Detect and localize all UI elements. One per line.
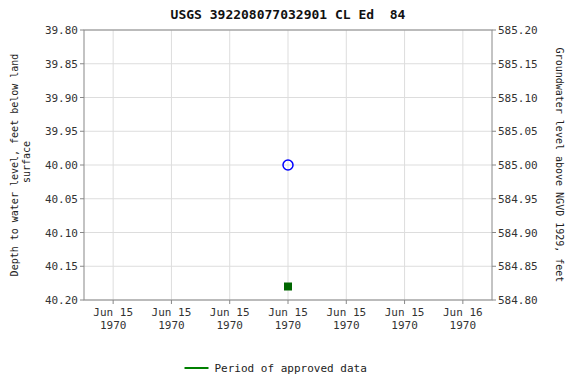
tick-label-line: 1970 bbox=[158, 319, 185, 332]
tick-label-line: 1970 bbox=[275, 319, 302, 332]
title: USGS 392208077032901 CL Ed 84 bbox=[171, 7, 406, 22]
tick-label: 584.85 bbox=[498, 260, 538, 273]
grid-line bbox=[404, 30, 405, 300]
point-square bbox=[285, 283, 292, 290]
grid-line bbox=[346, 30, 347, 300]
tick-label-line: Jun 15 bbox=[326, 306, 366, 319]
tick bbox=[492, 30, 496, 31]
axis-label-line: Depth to water level, feet below land bbox=[9, 54, 20, 277]
tick bbox=[492, 266, 496, 267]
axis-label-line: Groundwater level above NGVD 1929, feet bbox=[554, 48, 565, 283]
tick-label: 40.20 bbox=[45, 294, 78, 307]
legend: Period of approved data bbox=[185, 362, 367, 375]
tick bbox=[113, 300, 114, 304]
grid-line bbox=[462, 30, 463, 300]
x-axis: Jun 151970Jun 151970Jun 151970Jun 151970… bbox=[93, 300, 482, 332]
grid-line bbox=[113, 30, 114, 300]
tick-label: 585.10 bbox=[498, 92, 538, 105]
tick-label: Jun 151970 bbox=[385, 306, 425, 332]
tick bbox=[492, 63, 496, 64]
tick-label: 40.05 bbox=[45, 193, 78, 206]
tick-label-line: Jun 15 bbox=[93, 306, 133, 319]
tick-label-line: 1970 bbox=[450, 319, 477, 332]
chart: 39.80 39.85 39.90 39.95 40.00 40.05 40.10 40.15… bbox=[0, 0, 576, 384]
tick-label: 39.90 bbox=[45, 92, 78, 105]
grid-line bbox=[288, 30, 289, 300]
tick bbox=[80, 266, 84, 267]
legend-label: Period of approved data bbox=[215, 362, 367, 375]
tick-label: 39.85 bbox=[45, 58, 78, 71]
tick-label: Jun 161970 bbox=[443, 306, 483, 332]
tick-label: 39.80 bbox=[45, 24, 78, 37]
tick-label-line: Jun 15 bbox=[152, 306, 192, 319]
tick-label: Jun 151970 bbox=[152, 306, 192, 332]
tick-label: 39.95 bbox=[45, 125, 78, 138]
tick-label: 40.10 bbox=[45, 227, 78, 240]
tick bbox=[80, 232, 84, 233]
y-axis: 39.80 39.85 39.90 39.95 40.00 40.05 40.10 40.15… bbox=[45, 24, 84, 307]
tick bbox=[492, 300, 496, 301]
tick bbox=[492, 232, 496, 233]
tick bbox=[462, 300, 463, 304]
tick bbox=[80, 198, 84, 199]
plot-frame bbox=[84, 30, 492, 300]
tick bbox=[80, 165, 84, 166]
tick bbox=[492, 97, 496, 98]
axis-label-line: surface bbox=[21, 141, 32, 189]
tick-label-line: Jun 15 bbox=[385, 306, 425, 319]
tick-label-line: Jun 15 bbox=[210, 306, 250, 319]
tick-label: 585.05 bbox=[498, 125, 538, 138]
tick bbox=[492, 165, 496, 166]
tick bbox=[80, 63, 84, 64]
tick-label-line: 1970 bbox=[391, 319, 418, 332]
tick bbox=[492, 131, 496, 132]
tick-label: Jun 151970 bbox=[326, 306, 366, 332]
grid bbox=[84, 30, 492, 300]
tick-label: Jun 151970 bbox=[210, 306, 250, 332]
tick-label-line: 1970 bbox=[216, 319, 243, 332]
tick bbox=[80, 97, 84, 98]
tick bbox=[288, 300, 289, 304]
point-open-circle bbox=[283, 160, 293, 170]
tick-label-line: Jun 15 bbox=[268, 306, 308, 319]
axis-label: Groundwater level above NGVD 1929, feet bbox=[554, 48, 565, 283]
tick bbox=[404, 300, 405, 304]
tick-label: 584.95 bbox=[498, 193, 538, 206]
tick-label: 585.20 bbox=[498, 24, 538, 37]
tick-label-line: Jun 16 bbox=[443, 306, 483, 319]
legend-swatch bbox=[185, 367, 209, 369]
tick-label: Jun 151970 bbox=[93, 306, 133, 332]
tick-label: 40.00 bbox=[45, 159, 78, 172]
tick bbox=[80, 131, 84, 132]
axis-label: Depth to water level, feet below land su… bbox=[9, 54, 32, 277]
marks bbox=[283, 160, 293, 290]
tick bbox=[171, 300, 172, 304]
y2-axis: 585.20 585.15 585.10 585.05 585.00 584.95 584.… bbox=[492, 24, 538, 307]
tick bbox=[229, 300, 230, 304]
grid-line bbox=[171, 30, 172, 300]
tick-label: 40.15 bbox=[45, 260, 78, 273]
tick-label-line: 1970 bbox=[100, 319, 127, 332]
tick bbox=[80, 300, 84, 301]
tick-label-line: 1970 bbox=[333, 319, 360, 332]
tick-label: 585.00 bbox=[498, 159, 538, 172]
grid-line bbox=[229, 30, 230, 300]
tick-label: Jun 151970 bbox=[268, 306, 308, 332]
tick bbox=[492, 198, 496, 199]
tick-label: 585.15 bbox=[498, 58, 538, 71]
tick bbox=[80, 30, 84, 31]
tick bbox=[346, 300, 347, 304]
tick-label: 584.90 bbox=[498, 227, 538, 240]
tick-label: 584.80 bbox=[498, 294, 538, 307]
